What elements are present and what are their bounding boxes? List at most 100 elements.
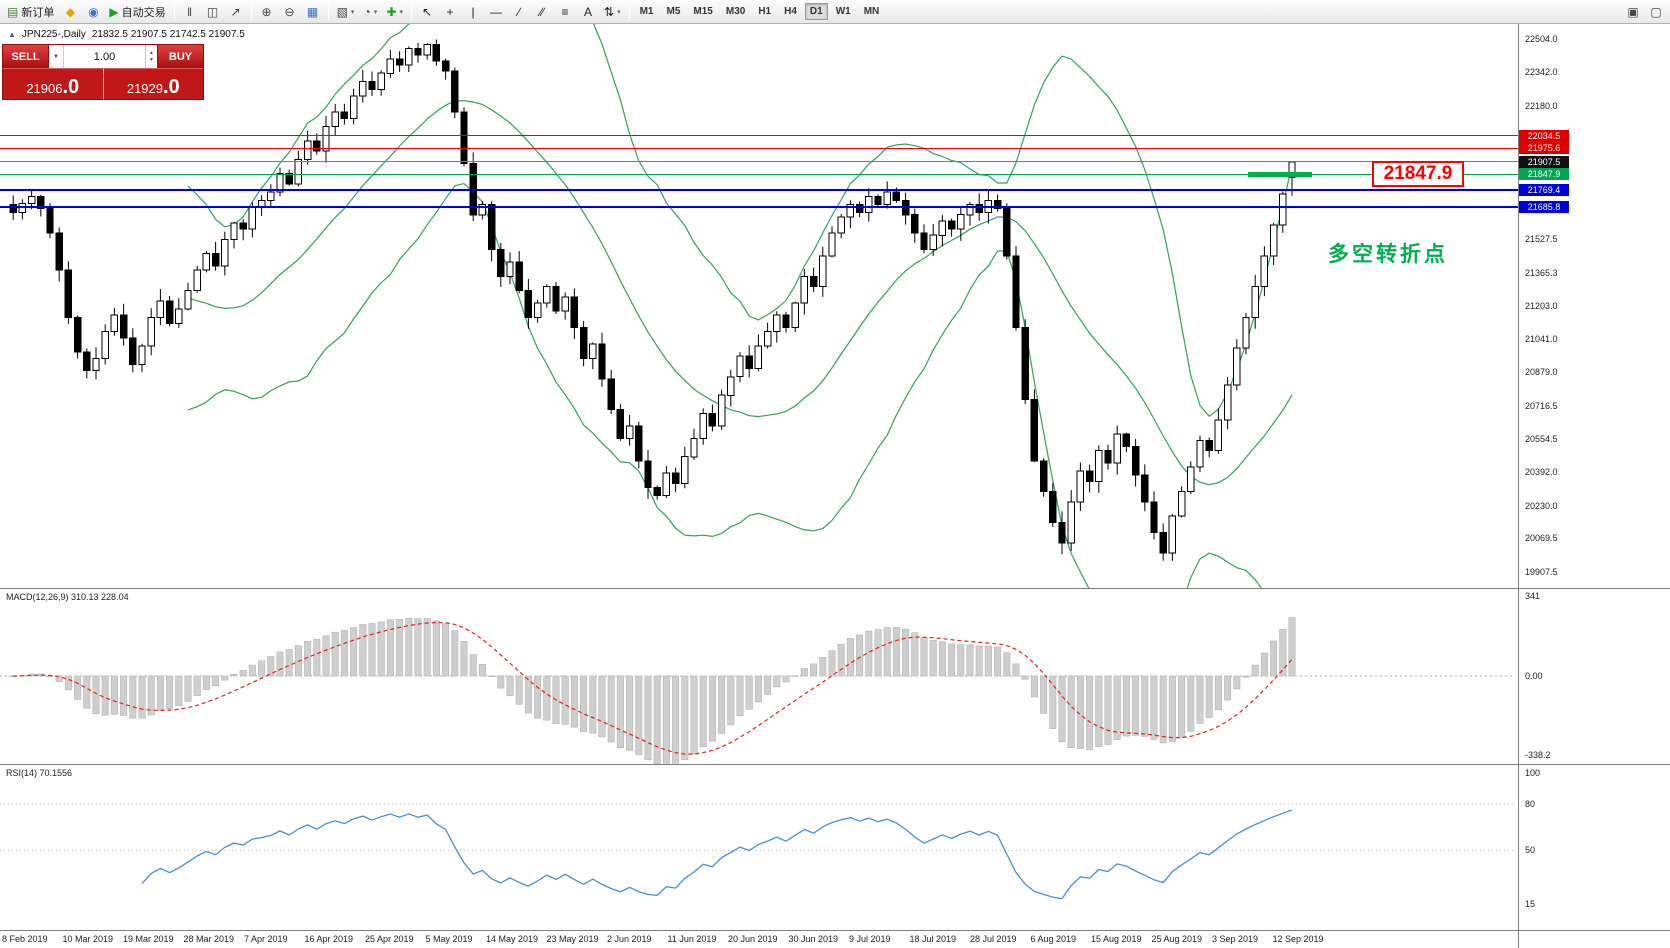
timeframe-m15[interactable]: M15 bbox=[693, 6, 713, 17]
chart-title: ▲ JPN225-,Daily 21832.5 21907.5 21742.5 … bbox=[8, 29, 245, 40]
price-badge: 22034.5 bbox=[1519, 129, 1569, 142]
pane-separator[interactable] bbox=[0, 764, 1670, 765]
x-axis-label: 25 Apr 2019 bbox=[365, 934, 414, 944]
x-axis-label: 9 Jul 2019 bbox=[849, 934, 891, 944]
price-scale[interactable]: 22504.0 22342.0 22180.0 21527.5 21365.3 21203… bbox=[1518, 24, 1670, 948]
tile-windows-button[interactable]: ▦ bbox=[302, 2, 324, 22]
x-axis-label: 16 Apr 2019 bbox=[304, 934, 354, 944]
rsi-indicator-canvas[interactable] bbox=[0, 765, 1518, 930]
x-axis-label: 14 May 2019 bbox=[486, 934, 539, 944]
toolbar-separator bbox=[173, 3, 175, 20]
buy-price-main: 21929 bbox=[126, 80, 163, 96]
hline-21769-4[interactable] bbox=[0, 189, 1518, 192]
timeframe-h1[interactable]: H1 bbox=[758, 6, 772, 17]
line-chart-button[interactable]: ↗ bbox=[225, 2, 247, 22]
crosshair-button[interactable]: + bbox=[439, 2, 461, 22]
sell-price[interactable]: 21906 .0 bbox=[3, 69, 104, 99]
price-badge: 21907.5 bbox=[1519, 155, 1569, 168]
horizontal-line-icon: — bbox=[490, 4, 503, 19]
price-tick-label: 21041.0 bbox=[1525, 334, 1558, 345]
cursor-button[interactable]: ↖ bbox=[416, 2, 438, 22]
hline-21907-5[interactable] bbox=[0, 161, 1518, 163]
window-new-button[interactable]: ▢ bbox=[1645, 2, 1667, 22]
window-cascade-button[interactable]: ▣ bbox=[1622, 2, 1644, 22]
timeframe-mn[interactable]: MN bbox=[863, 6, 880, 17]
candlestick-chart-icon: ◫ bbox=[206, 4, 219, 19]
macd-indicator-canvas[interactable] bbox=[0, 589, 1518, 764]
hline-21975-6[interactable] bbox=[0, 147, 1518, 149]
new-chart-button[interactable]: ▧ ▾ bbox=[333, 2, 359, 22]
x-axis-label: 6 Aug 2019 bbox=[1030, 934, 1077, 944]
hline-21847-9[interactable] bbox=[0, 173, 1518, 175]
price-tick-label: 20230.0 bbox=[1525, 500, 1558, 511]
arrows-button[interactable]: ⇅ ▾ bbox=[600, 2, 625, 22]
x-axis-label: 28 Jul 2019 bbox=[970, 934, 1017, 944]
price-tick-label: 21203.0 bbox=[1525, 300, 1558, 311]
spinner-up-icon: ▲ bbox=[149, 50, 154, 56]
fibonacci-button[interactable]: ≡ bbox=[554, 2, 576, 22]
zoom-out-button[interactable]: ⊖ bbox=[279, 2, 301, 22]
price-tick-label: 20392.0 bbox=[1525, 467, 1558, 478]
turning-point-text[interactable]: 多空转折点 bbox=[1328, 243, 1448, 266]
timeframe-d1[interactable]: D1 bbox=[804, 3, 828, 20]
volume-input[interactable]: 1.00 bbox=[93, 50, 116, 63]
order-options-dropdown[interactable]: ▼ bbox=[49, 45, 64, 68]
pane-separator[interactable] bbox=[0, 588, 1670, 589]
x-axis-label: 8 Feb 2019 bbox=[2, 934, 48, 944]
text-button[interactable]: A bbox=[577, 2, 599, 22]
time-scale[interactable]: 8 Feb 2019 10 Mar 2019 19 Mar 2019 28 Mar 2… bbox=[0, 931, 1518, 948]
buy-button[interactable]: BUY bbox=[157, 45, 203, 68]
price-callout-label[interactable]: 21847.9 bbox=[1372, 161, 1464, 188]
pane-separator[interactable] bbox=[0, 930, 1670, 931]
buy-price-frac: .0 bbox=[162, 76, 180, 98]
caret-down-icon: ▾ bbox=[617, 8, 621, 16]
x-axis-label: 25 Aug 2019 bbox=[1151, 934, 1203, 944]
candlestick-chart-button[interactable]: ◫ bbox=[202, 2, 224, 22]
vertical-line-icon: | bbox=[471, 4, 475, 19]
market-watch-button[interactable]: ◉ bbox=[82, 2, 104, 22]
sell-price-main: 21906 bbox=[26, 80, 63, 96]
horizontal-line-button[interactable]: — bbox=[485, 2, 507, 22]
price-chart-canvas[interactable] bbox=[0, 24, 1518, 588]
buy-price[interactable]: 21929 .0 bbox=[104, 69, 204, 99]
new-order-icon: ▤ bbox=[7, 4, 19, 19]
new-order-button[interactable]: ▤ 新订单 bbox=[3, 2, 58, 22]
hline-21685-8[interactable] bbox=[0, 206, 1518, 209]
x-axis-label: 10 Mar 2019 bbox=[62, 934, 114, 944]
text-icon: A bbox=[584, 4, 593, 19]
volume-stepper[interactable]: ▲ ▼ bbox=[145, 45, 157, 68]
toolbar: ▤ 新订单 ◆ ◉ ▶ 自动交易 ‖ ◫ ↗ ⊕ ⊖ ▦ ▧ ▾ ◔ ▾ ✚ ▾ ↖ + | — ∕ ∕∕ ≡ A ⇅ ▾ M1 M5 M1… bbox=[0, 0, 1670, 24]
sell-button[interactable]: SELL bbox=[3, 45, 49, 68]
timeframe-m1[interactable]: M1 bbox=[639, 6, 654, 17]
zoom-in-button[interactable]: ⊕ bbox=[256, 2, 278, 22]
autotrading-button[interactable]: ▶ 自动交易 bbox=[105, 2, 169, 22]
metaeditor-button[interactable]: ◆ bbox=[59, 2, 81, 22]
price-tick-label: 20879.0 bbox=[1525, 367, 1558, 378]
ohlc-bars-button[interactable]: ‖ bbox=[179, 2, 201, 22]
x-axis-label: 18 Jul 2019 bbox=[909, 934, 957, 944]
rsi-scale-label: 50 bbox=[1525, 845, 1536, 855]
price-tick-label: 20716.5 bbox=[1525, 400, 1558, 411]
timeframe-m5[interactable]: M5 bbox=[666, 6, 681, 17]
caret-down-icon: ▾ bbox=[373, 8, 378, 16]
timeframe-h4[interactable]: H4 bbox=[784, 6, 797, 17]
highlight-segment[interactable] bbox=[1248, 171, 1312, 177]
price-tick-label: 22180.0 bbox=[1525, 100, 1558, 111]
price-tick-label: 22504.0 bbox=[1525, 34, 1558, 45]
vertical-line-button[interactable]: | bbox=[462, 2, 484, 22]
indicators-button[interactable]: ✚ ▾ bbox=[382, 2, 407, 22]
arrows-icon: ⇅ bbox=[604, 4, 615, 19]
trendline-button[interactable]: ∕ bbox=[508, 2, 530, 22]
hline-22034-5[interactable] bbox=[0, 135, 1518, 137]
channel-button[interactable]: ∕∕ bbox=[531, 2, 553, 22]
profiles-button[interactable]: ◔ ▾ bbox=[359, 2, 381, 22]
x-axis-label: 28 Mar 2019 bbox=[183, 934, 235, 944]
x-axis-label: 19 Mar 2019 bbox=[123, 934, 174, 944]
ohlc-bars-icon: ‖ bbox=[187, 4, 193, 19]
caret-down-icon: ▾ bbox=[350, 8, 355, 16]
timeframe-w1[interactable]: W1 bbox=[835, 6, 851, 17]
timeframe-m30[interactable]: M30 bbox=[725, 6, 746, 17]
x-axis-label: 20 Jun 2019 bbox=[728, 934, 778, 944]
spinner-down-icon: ▼ bbox=[149, 57, 154, 63]
price-badge: 21769.4 bbox=[1519, 184, 1569, 197]
